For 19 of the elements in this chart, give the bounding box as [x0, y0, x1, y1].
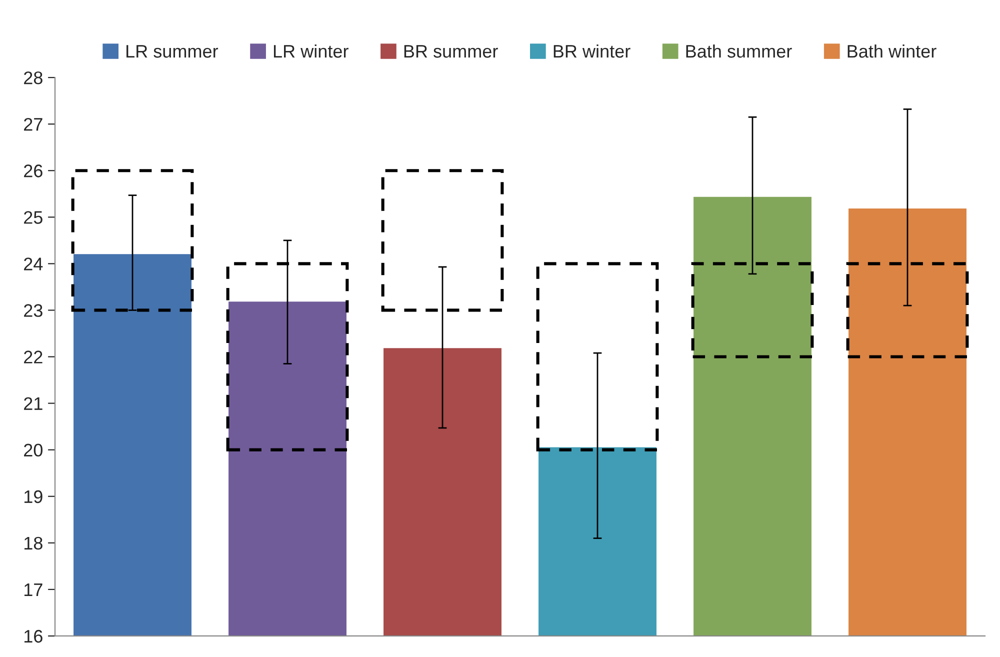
y-tick-label: 17 [24, 584, 42, 596]
legend-label: LR summer [126, 45, 218, 58]
legend-label: Bath winter [848, 44, 936, 58]
y-tick-label: 22 [24, 350, 42, 364]
y-tick-label: 19 [24, 490, 42, 504]
y-tick-label: 28 [24, 71, 42, 84]
y-tick-label: 16 [24, 630, 42, 643]
y-tick-label: 25 [24, 211, 42, 224]
legend-label: LR winter [274, 44, 348, 58]
y-tick-label: 27 [24, 118, 42, 131]
y-tick-label: 26 [24, 164, 42, 178]
y-tick-label: 20 [24, 444, 42, 457]
legend-label: BR summer [404, 45, 498, 58]
legend-label: Bath summer [686, 44, 792, 58]
y-tick-label: 23 [24, 304, 42, 317]
y-tick-label: 21 [24, 397, 42, 410]
y-tick-label: 24 [24, 258, 43, 270]
legend-label: BR winter [554, 44, 630, 58]
y-tick-label: 18 [24, 536, 42, 550]
